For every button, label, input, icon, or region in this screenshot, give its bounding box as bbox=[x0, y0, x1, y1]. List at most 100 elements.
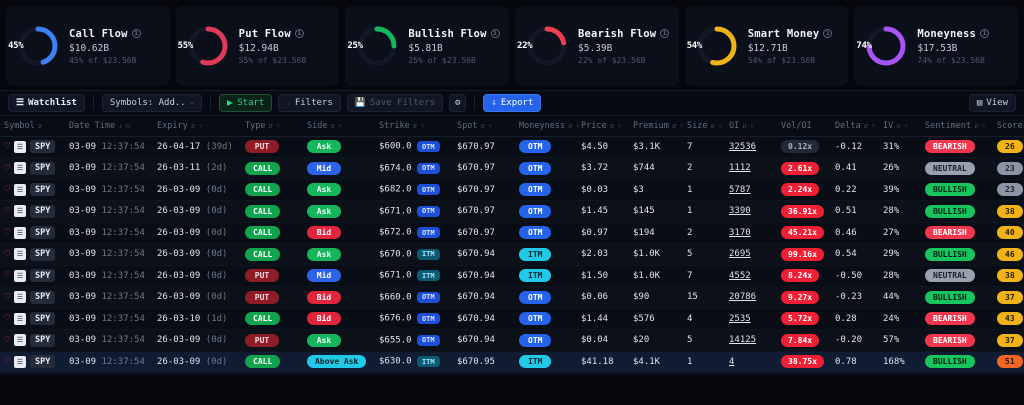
oi-link[interactable]: 2535 bbox=[729, 313, 751, 324]
symbol-tag[interactable]: SPY bbox=[30, 247, 56, 261]
table-row[interactable]: ♡ ☰ SPY 03-09 12:37:54 26-03-11 (2d) CALL Mid $… bbox=[0, 157, 1024, 179]
column-header-oi[interactable]: OI ⇵ ▿ bbox=[725, 116, 777, 137]
favorite-icon[interactable]: ♡ bbox=[4, 356, 11, 368]
table-row[interactable]: ♡ ☰ SPY 03-09 12:37:54 26-03-09 (0d) CALL Ask $… bbox=[0, 179, 1024, 201]
column-header-expiry[interactable]: Expiry ⇵ ▿ bbox=[153, 116, 241, 137]
sort-icon[interactable]: ⇵ bbox=[190, 121, 196, 131]
filter-icon[interactable]: ▿ bbox=[338, 121, 343, 131]
chart-icon[interactable]: ☰ bbox=[14, 291, 27, 304]
favorite-icon[interactable]: ♡ bbox=[4, 291, 11, 303]
stat-card-put-flow[interactable]: 55% Put Flow i $12.94B 55% of $23.56B bbox=[175, 6, 340, 86]
filters-button[interactable]: ▿ Filters bbox=[278, 94, 341, 112]
chart-icon[interactable]: ☰ bbox=[14, 226, 27, 239]
oi-link[interactable]: 2695 bbox=[729, 249, 751, 260]
favorite-icon[interactable]: ♡ bbox=[4, 313, 11, 325]
symbol-tag[interactable]: SPY bbox=[30, 290, 56, 304]
table-row[interactable]: ♡ ☰ SPY 03-09 12:37:54 26-03-09 (0d) CALL Ask $… bbox=[0, 243, 1024, 265]
symbol-tag[interactable]: SPY bbox=[30, 183, 56, 197]
symbols-dropdown[interactable]: Symbols: Add.. ▾ bbox=[101, 94, 203, 112]
table-row[interactable]: ♡ ☰ SPY 03-09 12:37:54 26-03-09 (0d) CALL Ask $… bbox=[0, 200, 1024, 222]
column-header-moneyness[interactable]: Moneyness ⇵ ▿ bbox=[515, 116, 580, 137]
info-icon[interactable]: i bbox=[980, 29, 990, 38]
info-icon[interactable]: i bbox=[823, 29, 833, 38]
chart-icon[interactable]: ☰ bbox=[14, 140, 27, 153]
column-header-score[interactable]: Score bbox=[993, 116, 1024, 137]
chart-icon[interactable]: ☰ bbox=[14, 205, 27, 218]
oi-link[interactable]: 3390 bbox=[729, 206, 751, 217]
sort-desc-icon[interactable]: ↓ bbox=[118, 121, 123, 131]
column-header-date-time[interactable]: Date Time ↓ ◷ bbox=[65, 116, 153, 137]
symbol-tag[interactable]: SPY bbox=[30, 204, 56, 218]
oi-link[interactable]: 14125 bbox=[729, 335, 757, 346]
watchlist-button[interactable]: ☰ Watchlist bbox=[8, 94, 85, 112]
sort-icon[interactable]: ⇵ bbox=[742, 121, 747, 131]
oi-link[interactable]: 5787 bbox=[729, 184, 751, 195]
favorite-icon[interactable]: ♡ bbox=[4, 205, 11, 217]
column-header-vol-oi[interactable]: Vol/OI bbox=[777, 116, 831, 137]
info-icon[interactable]: i bbox=[131, 29, 141, 38]
favorite-icon[interactable]: ♡ bbox=[4, 334, 11, 346]
symbol-tag[interactable]: SPY bbox=[30, 226, 56, 240]
oi-link[interactable]: 32536 bbox=[729, 141, 757, 152]
table-row[interactable]: ♡ ☰ SPY 03-09 12:37:54 26-03-09 (0d) CALL Abov… bbox=[0, 351, 1024, 373]
filter-icon[interactable]: ▿ bbox=[981, 121, 987, 131]
stat-card-smart-money[interactable]: 54% Smart Money i $12.71B 54% of $23.56B bbox=[684, 6, 849, 86]
table-row[interactable]: ♡ ☰ SPY 03-09 12:37:54 26-03-09 (0d) PUT Ask $6… bbox=[0, 329, 1024, 351]
clock-icon[interactable]: ◷ bbox=[125, 121, 131, 131]
oi-link[interactable]: 20786 bbox=[729, 292, 757, 303]
symbol-tag[interactable]: SPY bbox=[30, 269, 56, 283]
symbol-tag[interactable]: SPY bbox=[30, 140, 56, 154]
stat-card-call-flow[interactable]: 45% Call Flow i $10.62B 45% of $23.56B bbox=[6, 6, 170, 86]
table-row[interactable]: ♡ ☰ SPY 03-09 12:37:54 26-04-17 (39d) PUT Ask $… bbox=[0, 136, 1024, 158]
favorite-icon[interactable]: ♡ bbox=[4, 184, 11, 196]
column-header-type[interactable]: Type ⇵ ▿ bbox=[241, 116, 303, 137]
symbol-tag[interactable]: SPY bbox=[30, 355, 56, 369]
filter-icon[interactable]: ▿ bbox=[679, 121, 684, 131]
table-row[interactable]: ♡ ☰ SPY 03-09 12:37:54 26-03-10 (1d) CALL Bid $… bbox=[0, 308, 1024, 330]
stat-card-bullish-flow[interactable]: 25% Bullish Flow i $5.81B 25% of $23.56B bbox=[345, 6, 510, 86]
filter-icon[interactable]: ▿ bbox=[903, 121, 909, 131]
sort-icon[interactable]: ⇵ bbox=[568, 121, 573, 131]
filter-icon[interactable]: ▿ bbox=[276, 121, 281, 131]
export-button[interactable]: ⇩ Export bbox=[483, 94, 542, 112]
sort-icon[interactable]: ⇵ bbox=[480, 121, 485, 131]
filter-icon[interactable]: ▿ bbox=[718, 121, 723, 131]
chart-icon[interactable]: ☰ bbox=[14, 355, 27, 368]
filter-icon[interactable]: ▿ bbox=[488, 121, 493, 131]
filter-icon[interactable]: ▿ bbox=[871, 121, 876, 131]
chart-icon[interactable]: ☰ bbox=[14, 183, 27, 196]
view-button[interactable]: ▤ View bbox=[968, 94, 1016, 112]
favorite-icon[interactable]: ♡ bbox=[4, 227, 11, 239]
column-header-iv[interactable]: IV ⇵ ▿ bbox=[879, 116, 921, 137]
filter-icon[interactable]: ▿ bbox=[617, 121, 622, 131]
filter-icon[interactable]: ▿ bbox=[749, 121, 755, 131]
sort-icon[interactable]: ⇵ bbox=[896, 121, 901, 131]
info-icon[interactable]: i bbox=[490, 29, 500, 38]
column-header-spot[interactable]: Spot ⇵ ▿ bbox=[453, 116, 515, 137]
oi-link[interactable]: 4 bbox=[729, 356, 735, 367]
chart-icon[interactable]: ☰ bbox=[14, 248, 27, 261]
settings-button[interactable]: ⚙ bbox=[449, 94, 467, 112]
sort-icon[interactable]: ⇵ bbox=[863, 121, 869, 131]
info-icon[interactable]: i bbox=[294, 29, 304, 38]
table-row[interactable]: ♡ ☰ SPY 03-09 12:37:54 26-03-09 (0d) CALL Bid $… bbox=[0, 222, 1024, 244]
chart-icon[interactable]: ☰ bbox=[14, 312, 27, 325]
oi-link[interactable]: 3170 bbox=[729, 227, 751, 238]
stat-card-moneyness[interactable]: 74% Moneyness i $17.53B 74% of $23.56B bbox=[854, 6, 1019, 86]
sort-icon[interactable]: ⇵ bbox=[671, 121, 677, 131]
column-header-strike[interactable]: Strike ⇵ ▿ bbox=[375, 116, 453, 137]
chart-icon[interactable]: ☰ bbox=[14, 269, 27, 282]
sort-icon[interactable]: ⇵ bbox=[37, 121, 43, 131]
symbol-tag[interactable]: SPY bbox=[30, 333, 56, 347]
favorite-icon[interactable]: ♡ bbox=[4, 141, 11, 153]
save-filters-button[interactable]: 💾 Save Filters bbox=[346, 94, 444, 112]
column-header-price[interactable]: Price ⇵ ▿ bbox=[577, 116, 629, 137]
column-header-symbol[interactable]: Symbol ⇵ bbox=[0, 116, 65, 137]
stat-card-bearish-flow[interactable]: 22% Bearish Flow i $5.39B 22% of $23.56B bbox=[515, 6, 679, 86]
favorite-icon[interactable]: ♡ bbox=[4, 162, 11, 174]
sort-icon[interactable]: ⇵ bbox=[974, 121, 979, 131]
chart-icon[interactable]: ☰ bbox=[14, 162, 27, 175]
filter-icon[interactable]: ▿ bbox=[575, 121, 581, 131]
